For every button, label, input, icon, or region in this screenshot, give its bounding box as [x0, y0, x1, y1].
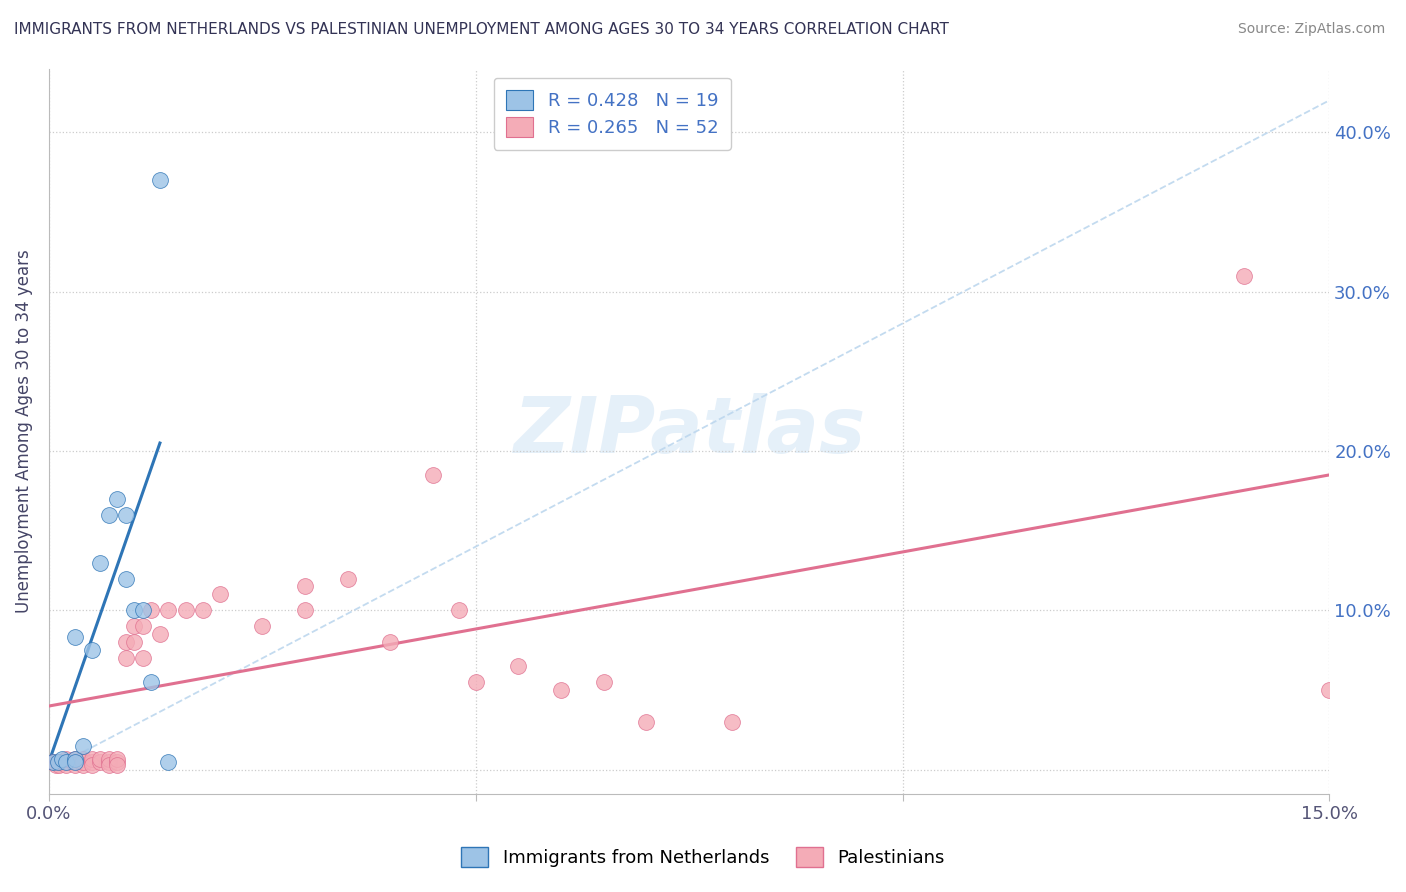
Point — [63, 751, 86, 765]
Point — [72, 751, 94, 765]
Point — [55, 751, 77, 765]
Point — [191, 603, 214, 617]
Point — [252, 619, 274, 633]
Point — [1317, 683, 1340, 698]
Point — [380, 635, 402, 649]
Point — [105, 491, 128, 506]
Point — [45, 758, 67, 772]
Point — [174, 603, 197, 617]
Point — [636, 714, 658, 729]
Point — [72, 755, 94, 769]
Point — [114, 635, 136, 649]
Text: IMMIGRANTS FROM NETHERLANDS VS PALESTINIAN UNEMPLOYMENT AMONG AGES 30 TO 34 YEAR: IMMIGRANTS FROM NETHERLANDS VS PALESTINI… — [14, 22, 949, 37]
Point — [105, 758, 128, 772]
Point — [89, 751, 111, 765]
Point — [63, 751, 86, 765]
Point — [55, 758, 77, 772]
Point — [46, 755, 69, 769]
Point — [55, 755, 77, 769]
Point — [46, 755, 69, 769]
Point — [294, 579, 316, 593]
Point — [105, 751, 128, 765]
Point — [63, 631, 86, 645]
Point — [1233, 268, 1256, 283]
Point — [124, 635, 146, 649]
Point — [97, 755, 120, 769]
Point — [55, 755, 77, 769]
Point — [550, 683, 572, 698]
Point — [720, 714, 742, 729]
Point — [464, 675, 486, 690]
Point — [72, 739, 94, 753]
Point — [72, 758, 94, 772]
Point — [141, 675, 163, 690]
Point — [422, 467, 444, 482]
Point — [105, 755, 128, 769]
Point — [80, 758, 103, 772]
Y-axis label: Unemployment Among Ages 30 to 34 years: Unemployment Among Ages 30 to 34 years — [15, 249, 32, 613]
Point — [114, 572, 136, 586]
Point — [89, 556, 111, 570]
Point — [208, 587, 231, 601]
Point — [42, 755, 65, 769]
Point — [149, 173, 172, 187]
Point — [48, 758, 70, 772]
Point — [124, 603, 146, 617]
Point — [132, 619, 155, 633]
Point — [63, 758, 86, 772]
Point — [149, 627, 172, 641]
Point — [124, 619, 146, 633]
Text: Source: ZipAtlas.com: Source: ZipAtlas.com — [1237, 22, 1385, 37]
Point — [63, 755, 86, 769]
Point — [294, 603, 316, 617]
Point — [336, 572, 359, 586]
Point — [80, 751, 103, 765]
Point — [508, 659, 530, 673]
Point — [132, 603, 155, 617]
Legend: R = 0.428   N = 19, R = 0.265   N = 52: R = 0.428 N = 19, R = 0.265 N = 52 — [494, 78, 731, 150]
Point — [42, 755, 65, 769]
Point — [592, 675, 614, 690]
Point — [97, 751, 120, 765]
Point — [114, 508, 136, 522]
Point — [80, 643, 103, 657]
Point — [157, 603, 180, 617]
Legend: Immigrants from Netherlands, Palestinians: Immigrants from Netherlands, Palestinian… — [454, 839, 952, 874]
Point — [80, 755, 103, 769]
Point — [97, 758, 120, 772]
Point — [157, 755, 180, 769]
Point — [447, 603, 470, 617]
Point — [114, 651, 136, 665]
Point — [63, 755, 86, 769]
Point — [141, 603, 163, 617]
Point — [97, 508, 120, 522]
Point — [51, 755, 73, 769]
Point — [89, 755, 111, 769]
Point — [132, 651, 155, 665]
Point — [51, 751, 73, 765]
Text: ZIPatlas: ZIPatlas — [513, 393, 865, 469]
